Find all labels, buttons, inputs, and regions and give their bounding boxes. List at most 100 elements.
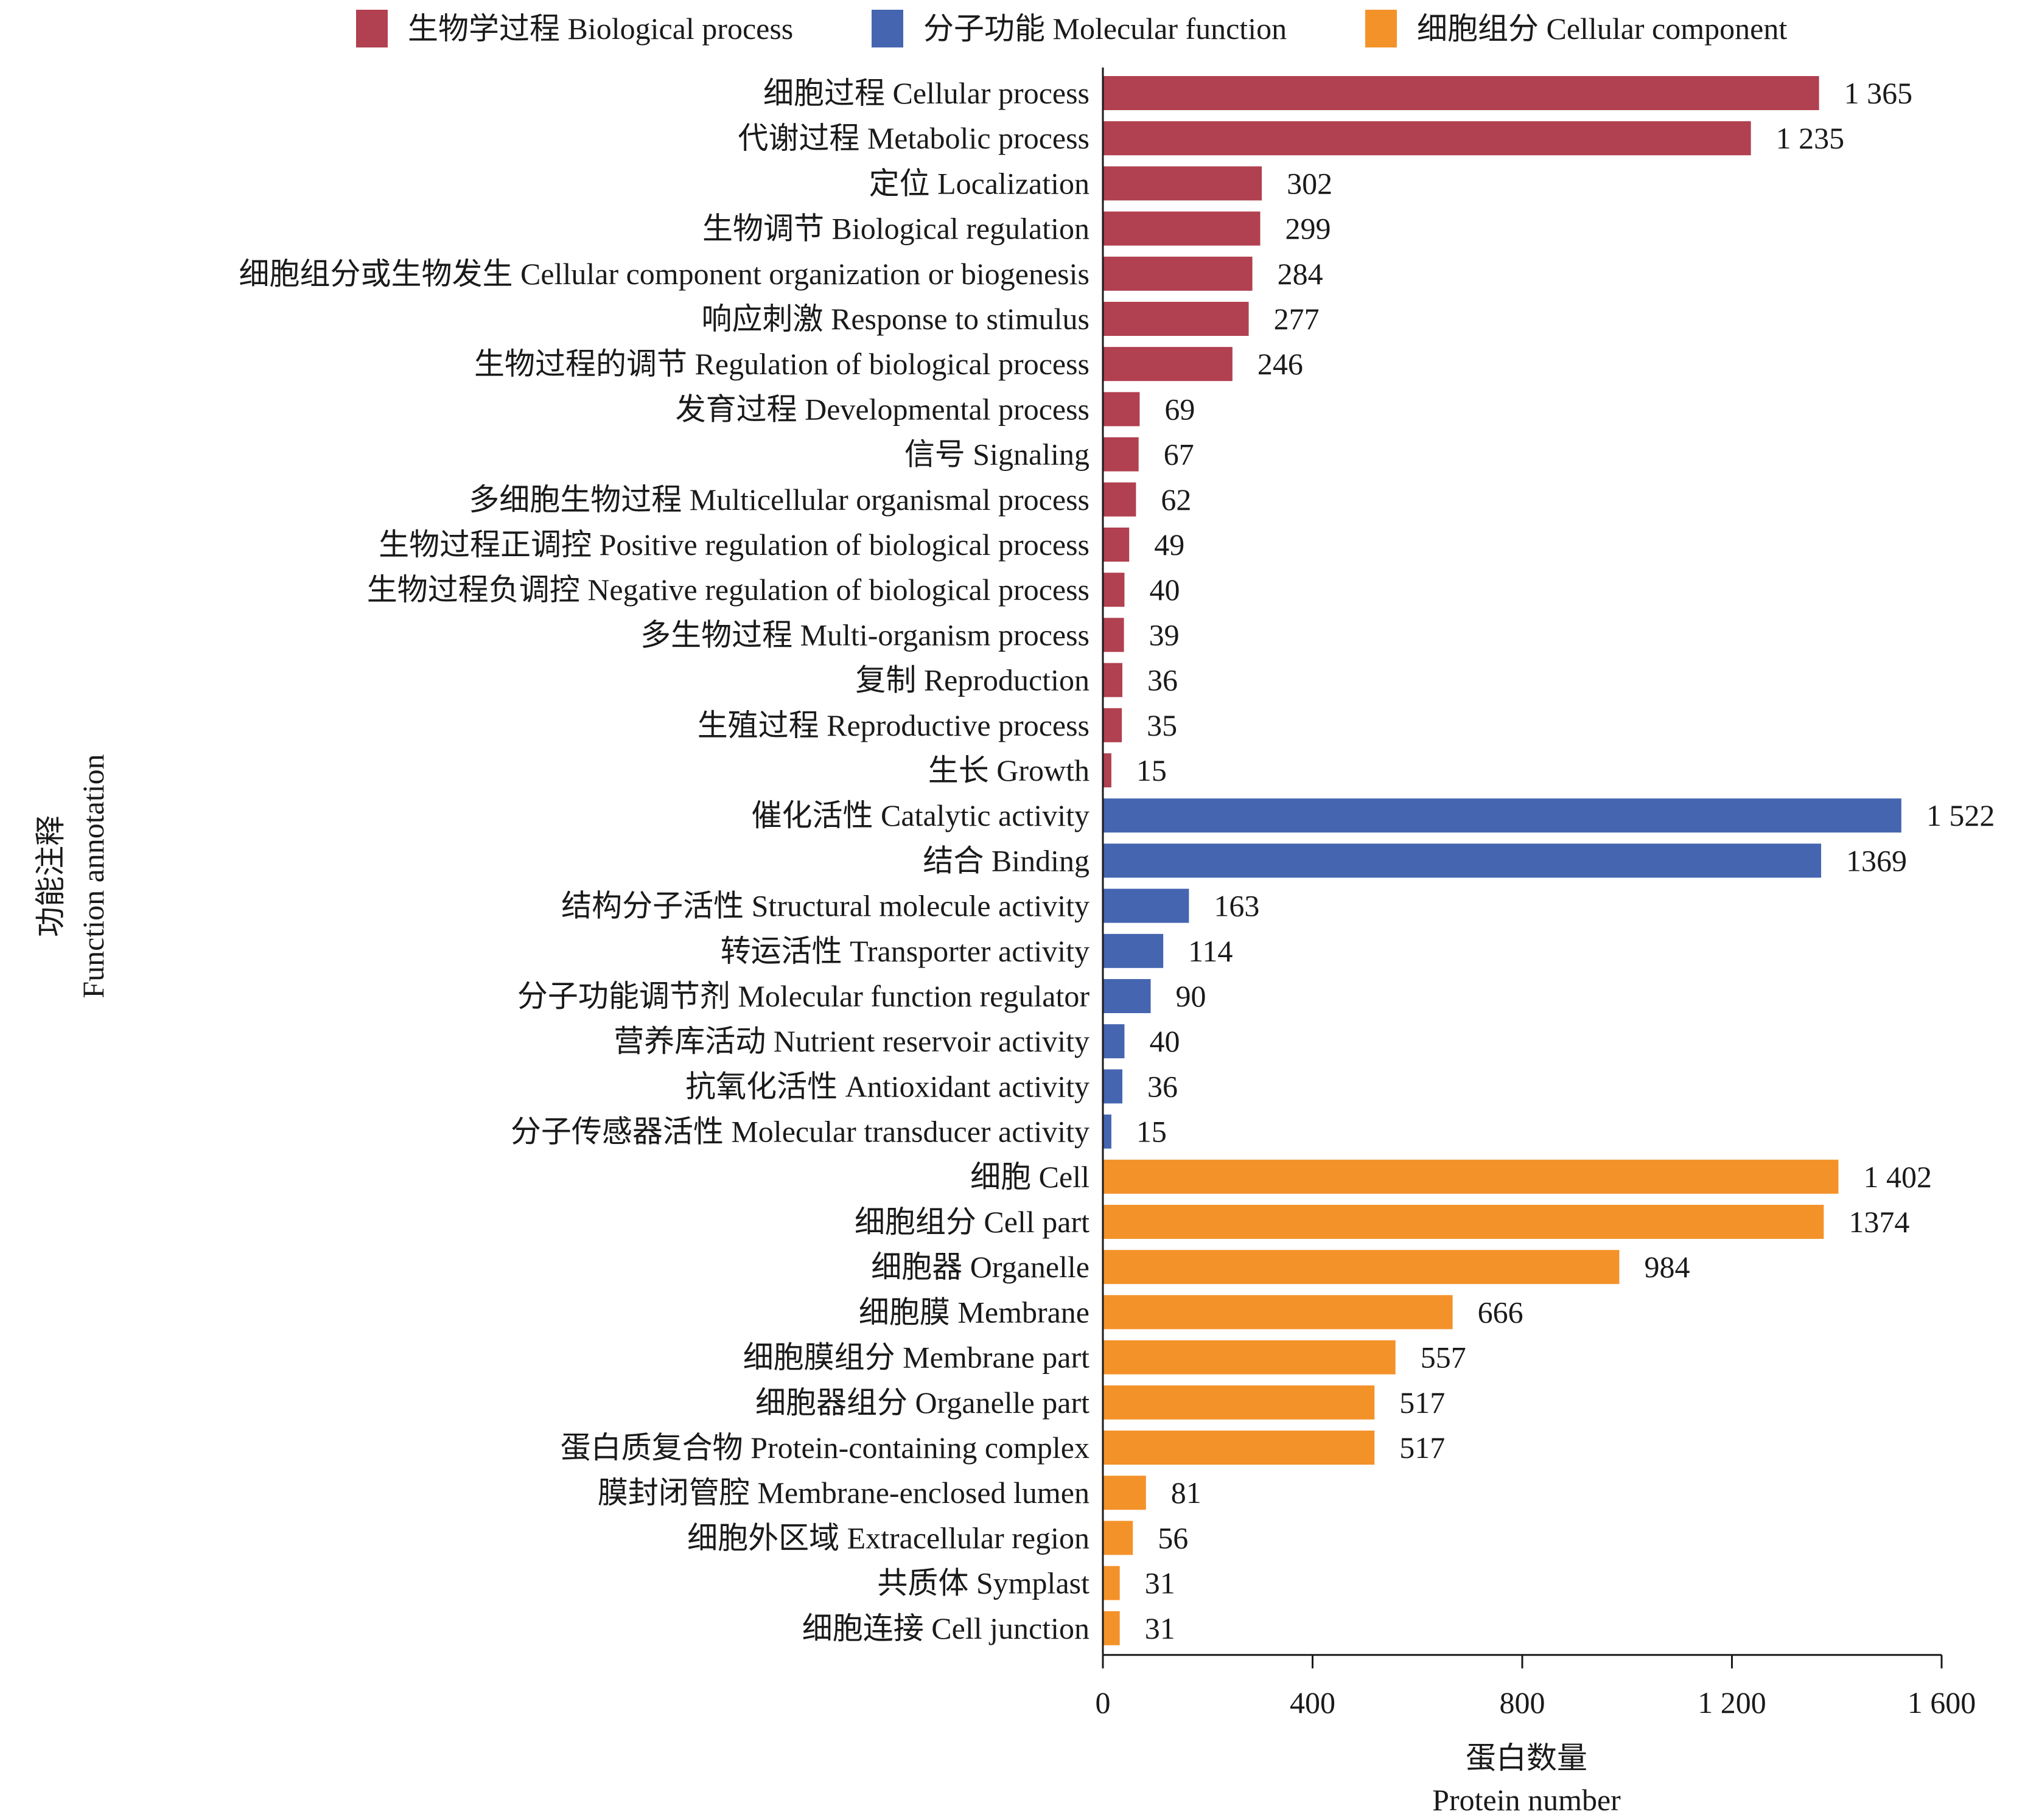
value-label: 49 bbox=[1154, 528, 1184, 562]
value-label: 39 bbox=[1149, 618, 1180, 652]
value-label: 81 bbox=[1171, 1476, 1201, 1510]
bar bbox=[1103, 256, 1253, 291]
category-label: 营养库活动 Nutrient reservoir activity bbox=[614, 1024, 1089, 1058]
category-label: 细胞连接 Cell junction bbox=[802, 1611, 1089, 1645]
legend-label: 细胞组分 Cellular component bbox=[1417, 12, 1787, 46]
legend: 生物学过程 Biological process 分子功能 Molecular f… bbox=[356, 10, 1787, 47]
value-label: 15 bbox=[1136, 753, 1167, 787]
bar bbox=[1103, 1385, 1375, 1420]
category-label: 代谢过程 Metabolic process bbox=[738, 121, 1089, 155]
value-label: 557 bbox=[1421, 1341, 1466, 1375]
category-label: 分子传感器活性 Molecular transducer activity bbox=[511, 1115, 1089, 1149]
value-label: 1369 bbox=[1846, 843, 1907, 877]
bar bbox=[1103, 392, 1140, 427]
category-label: 多生物过程 Multi-organism process bbox=[640, 618, 1089, 652]
category-label: 生物过程的调节 Regulation of biological process bbox=[474, 347, 1089, 381]
category-label: 复制 Reproduction bbox=[855, 663, 1089, 697]
bar bbox=[1103, 1024, 1125, 1059]
category-label: 发育过程 Developmental process bbox=[676, 392, 1089, 426]
legend-swatch bbox=[872, 10, 903, 47]
value-label: 666 bbox=[1478, 1295, 1523, 1329]
y-axis-title: 功能注释 bbox=[33, 815, 68, 937]
value-label: 40 bbox=[1149, 1024, 1180, 1058]
value-label: 1 365 bbox=[1844, 76, 1913, 110]
category-label: 抗氧化活性 Antioxidant activity bbox=[685, 1069, 1089, 1103]
value-label: 36 bbox=[1147, 1069, 1178, 1103]
category-label: 多细胞生物过程 Multicellular organismal process bbox=[469, 483, 1089, 517]
category-label: 细胞组分 Cell part bbox=[855, 1205, 1089, 1239]
value-label: 31 bbox=[1145, 1566, 1175, 1600]
bar bbox=[1103, 1521, 1133, 1555]
bar bbox=[1103, 979, 1151, 1013]
bar bbox=[1103, 1159, 1839, 1194]
value-label: 517 bbox=[1399, 1386, 1445, 1420]
category-label: 细胞组分或生物发生 Cellular component organizatio… bbox=[239, 257, 1089, 291]
value-label: 36 bbox=[1147, 663, 1178, 697]
value-label: 62 bbox=[1161, 483, 1191, 517]
value-label: 69 bbox=[1164, 392, 1195, 426]
bar bbox=[1103, 573, 1125, 607]
bar bbox=[1103, 1250, 1620, 1285]
value-label: 56 bbox=[1158, 1521, 1188, 1555]
value-label: 984 bbox=[1644, 1250, 1690, 1284]
bar bbox=[1103, 76, 1819, 110]
value-label: 1 235 bbox=[1776, 121, 1845, 155]
value-label: 67 bbox=[1164, 438, 1194, 472]
legend-label: 生物学过程 Biological process bbox=[408, 12, 793, 46]
category-label: 结构分子活性 Structural molecule activity bbox=[561, 889, 1089, 923]
bar bbox=[1103, 798, 1901, 833]
category-label: 细胞外区域 Extracellular region bbox=[687, 1521, 1089, 1555]
x-axis: 0 400 800 1 200 1 600 bbox=[1096, 1654, 1976, 1720]
value-label: 31 bbox=[1145, 1611, 1175, 1645]
bar bbox=[1103, 482, 1136, 517]
category-label: 生物调节 Biological regulation bbox=[702, 212, 1089, 246]
category-label: 细胞过程 Cellular process bbox=[763, 76, 1089, 110]
bar bbox=[1103, 1069, 1123, 1104]
category-label: 生物过程正调控 Positive regulation of biologica… bbox=[379, 528, 1089, 562]
bar bbox=[1103, 166, 1262, 201]
bar bbox=[1103, 1476, 1146, 1510]
x-axis-title: 蛋白数量 bbox=[1466, 1741, 1587, 1775]
bar bbox=[1103, 1431, 1375, 1465]
x-tick-label: 1 200 bbox=[1698, 1686, 1766, 1720]
bar bbox=[1103, 211, 1261, 246]
value-label: 277 bbox=[1274, 302, 1320, 336]
category-label: 响应刺激 Response to stimulus bbox=[701, 302, 1089, 336]
bar bbox=[1103, 753, 1111, 787]
category-label: 转运活性 Transporter activity bbox=[721, 934, 1089, 968]
value-label: 163 bbox=[1214, 889, 1259, 923]
value-label: 15 bbox=[1136, 1115, 1167, 1149]
value-label: 90 bbox=[1176, 979, 1206, 1013]
x-tick-label: 800 bbox=[1500, 1686, 1545, 1720]
value-label: 1 522 bbox=[1926, 798, 1995, 832]
bar bbox=[1103, 1114, 1111, 1149]
bar bbox=[1103, 888, 1189, 923]
value-label: 246 bbox=[1257, 347, 1303, 381]
category-label: 共质体 Symplast bbox=[877, 1566, 1089, 1600]
bar bbox=[1103, 347, 1233, 382]
bar bbox=[1103, 1205, 1824, 1239]
bar bbox=[1103, 1566, 1120, 1600]
value-label: 302 bbox=[1287, 166, 1332, 200]
value-label: 1374 bbox=[1848, 1205, 1909, 1239]
category-label: 生长 Growth bbox=[928, 753, 1089, 787]
value-labels: 1 365 1 235 302 299 284 277 246 69 67 62 49 40 39 36 3… bbox=[1136, 76, 1995, 1645]
legend-swatch bbox=[356, 10, 388, 47]
category-label: 定位 Localization bbox=[869, 166, 1089, 200]
bar bbox=[1103, 933, 1164, 968]
bar bbox=[1103, 708, 1122, 742]
category-label: 信号 Signaling bbox=[904, 438, 1089, 472]
x-tick-label: 0 bbox=[1096, 1686, 1111, 1720]
x-tick-label: 1 600 bbox=[1908, 1686, 1976, 1720]
bar bbox=[1103, 121, 1751, 156]
category-label: 细胞 Cell bbox=[970, 1160, 1089, 1194]
value-label: 299 bbox=[1285, 212, 1331, 246]
bars bbox=[1103, 76, 1901, 1645]
category-label: 分子功能调节剂 Molecular function regulator bbox=[517, 979, 1089, 1013]
bar bbox=[1103, 1611, 1120, 1645]
category-label: 结合 Binding bbox=[923, 843, 1089, 877]
value-label: 1 402 bbox=[1863, 1160, 1932, 1194]
legend-swatch bbox=[1365, 10, 1397, 47]
y-axis-title-en: Function annotation bbox=[76, 754, 110, 998]
category-label: 细胞膜 Membrane bbox=[859, 1295, 1089, 1329]
